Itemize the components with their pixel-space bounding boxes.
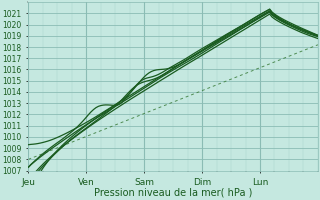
X-axis label: Pression niveau de la mer( hPa ): Pression niveau de la mer( hPa ) (94, 188, 252, 198)
